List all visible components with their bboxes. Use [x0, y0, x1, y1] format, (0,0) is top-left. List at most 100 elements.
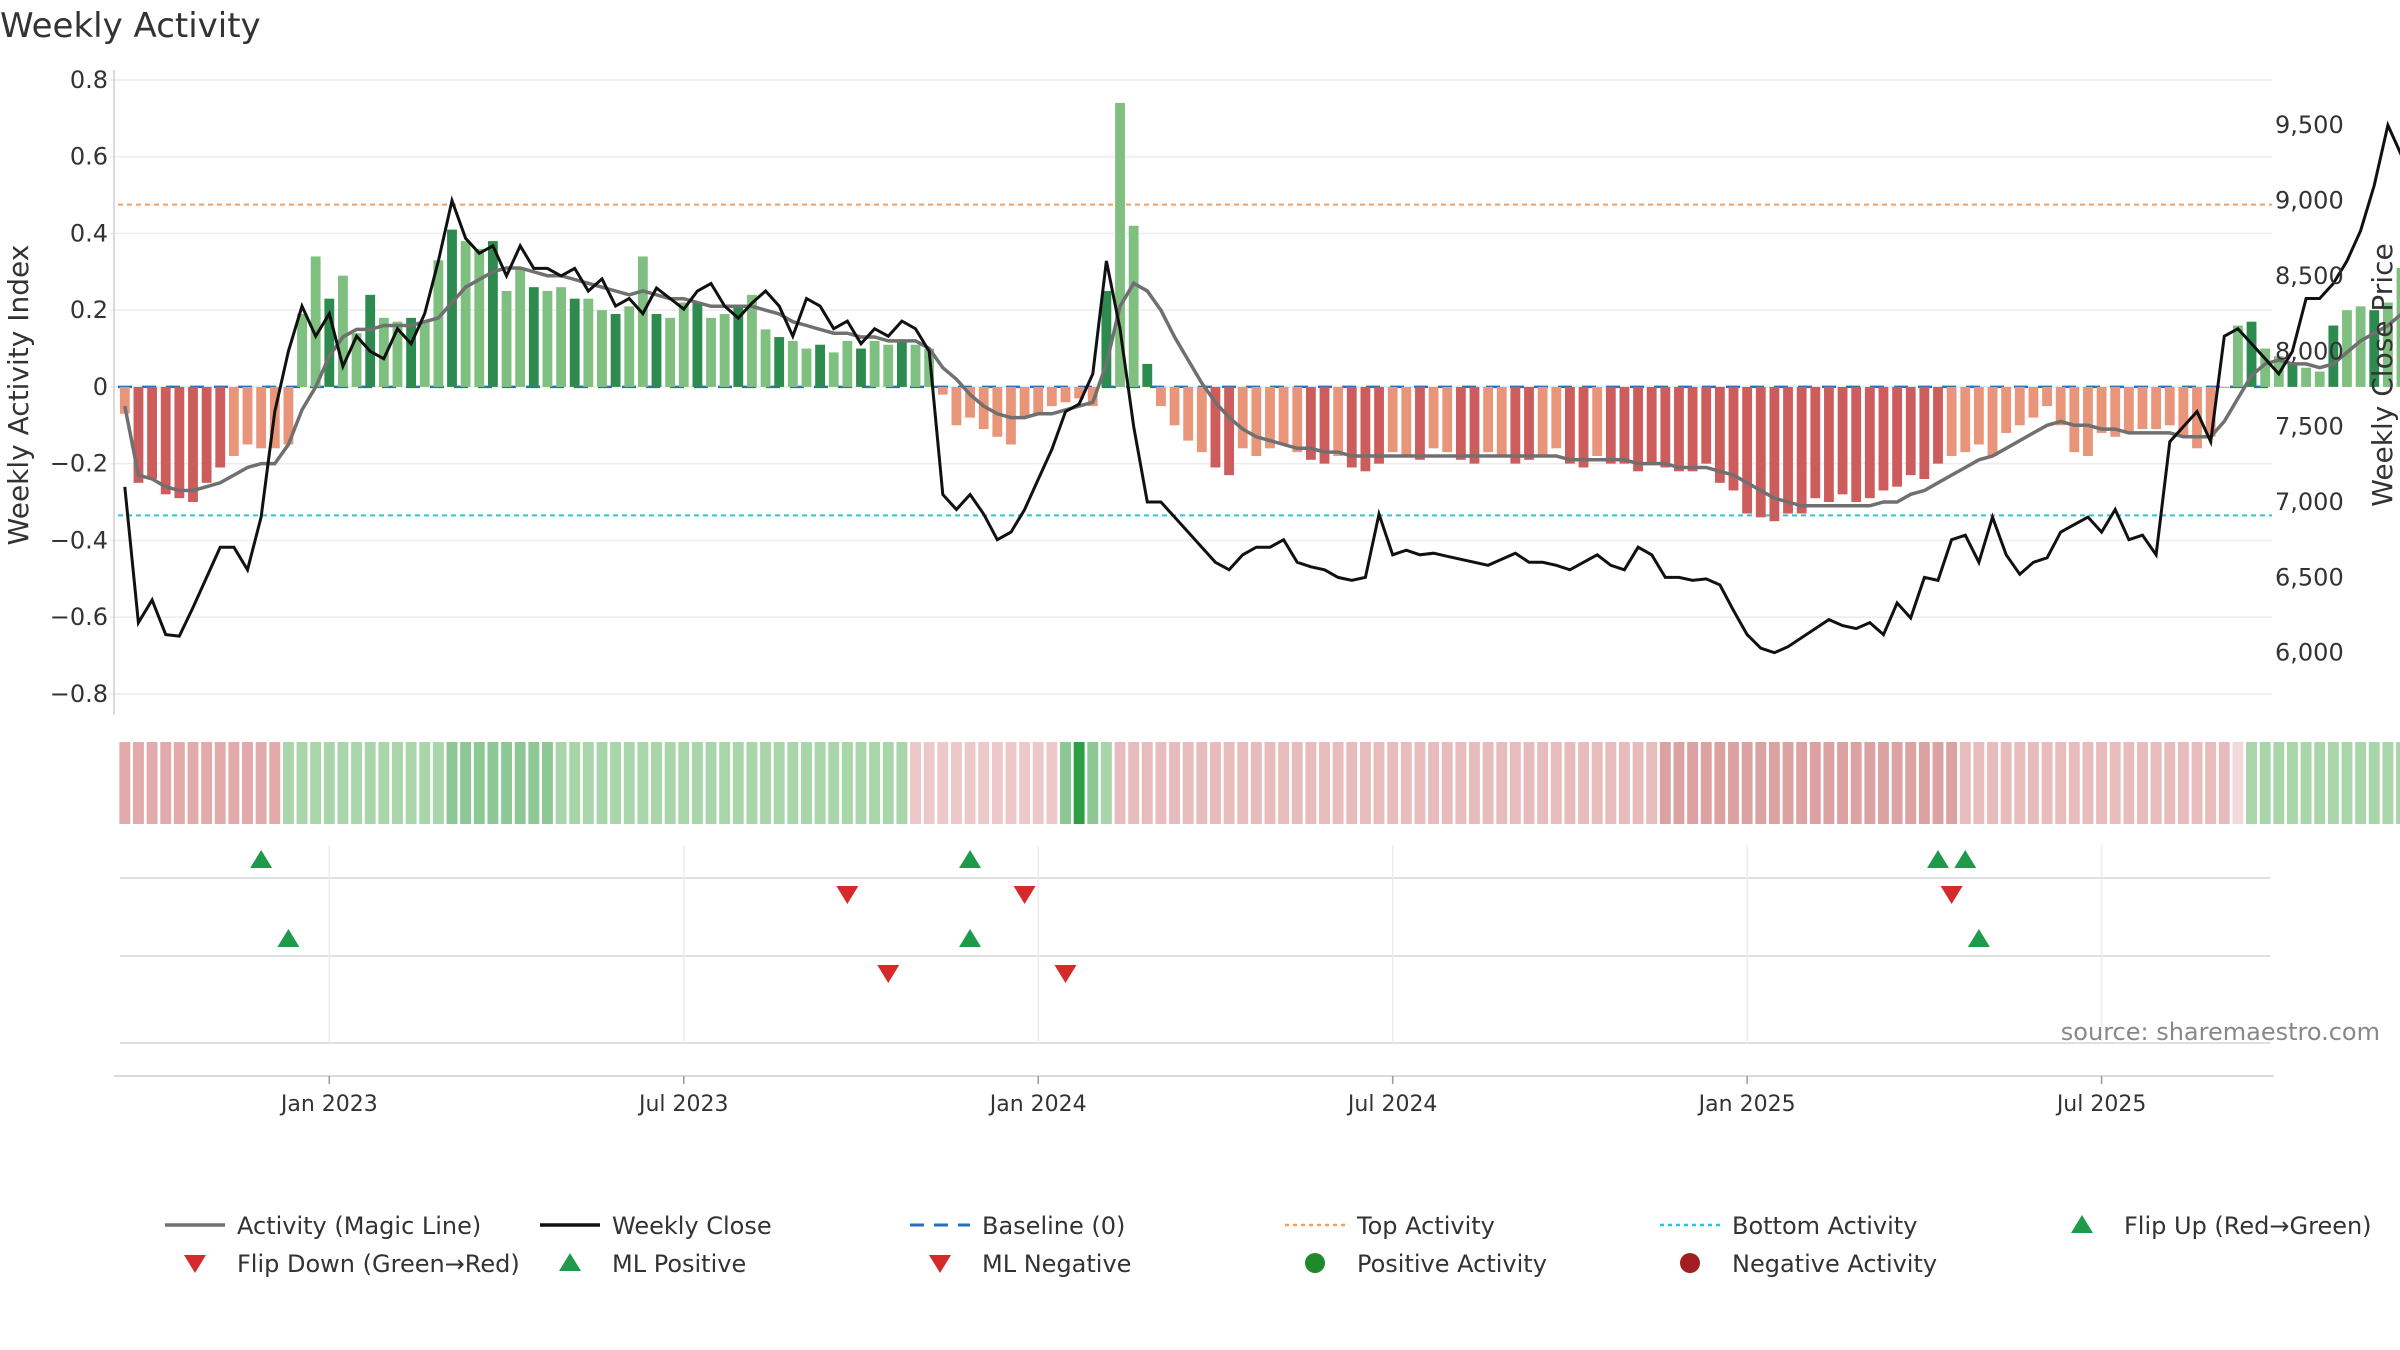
legend-swatch-triangle-up: [559, 1253, 581, 1271]
activity-bar: [1237, 386, 1248, 449]
flip-down-marker: [1940, 886, 1963, 904]
activity-bar: [1946, 386, 1957, 456]
activity-bar: [706, 317, 716, 387]
legend-swatch-circle: [1680, 1253, 1700, 1273]
activity-bar: [2178, 386, 2189, 437]
activity-bar: [1305, 386, 1316, 460]
strip-cell: [760, 742, 772, 824]
strip-cell: [1918, 742, 1930, 824]
strip-cell: [1509, 742, 1521, 824]
flip-down-marker: [1013, 886, 1036, 904]
activity-bar: [1851, 386, 1862, 502]
activity-bar: [1319, 386, 1330, 464]
ml-negative-marker: [1054, 965, 1077, 983]
activity-bar: [1115, 103, 1125, 387]
activity-bar: [924, 348, 935, 387]
strip-cell: [1073, 742, 1085, 824]
legend-item: Flip Up (Red→Green): [2071, 1212, 2372, 1240]
activity-bar: [1987, 386, 1998, 456]
activity-bar: [1415, 386, 1425, 460]
strip-cell: [1250, 742, 1262, 824]
activity-bar: [1496, 386, 1507, 456]
activity-bar: [1537, 386, 1548, 456]
strip-cell: [1005, 742, 1017, 824]
strip-cell: [732, 742, 744, 824]
strip-cell: [2027, 742, 2039, 824]
activity-bar: [2342, 310, 2352, 387]
activity-bar: [392, 321, 403, 387]
strip-cell: [1237, 742, 1249, 824]
strip-cell: [323, 742, 335, 824]
x-axis: Jan 2023 Jul 2023 Jan 2024 Jul 2024 Jan 2025…: [279, 845, 2146, 1117]
activity-bar: [310, 256, 321, 387]
strip-cell: [1741, 742, 1753, 824]
y-axis-label: Weekly Activity Index: [2, 245, 35, 546]
strip-cell: [2286, 742, 2298, 824]
legend-label: ML Positive: [612, 1250, 746, 1278]
activity-bar: [665, 317, 676, 387]
activity-bar: [1210, 386, 1221, 468]
strip-cell: [255, 742, 267, 824]
activity-bar: [1101, 291, 1112, 387]
activity-bar: [1196, 386, 1207, 453]
strip-cell: [1768, 742, 1780, 824]
strip-cell: [405, 742, 417, 824]
strip-cell: [1987, 742, 1998, 824]
activity-bar: [542, 291, 553, 387]
strip-cell: [119, 742, 131, 824]
y-tick-label: 0: [93, 373, 108, 401]
strip-cell: [214, 742, 226, 824]
activity-bar: [2123, 386, 2134, 433]
activity-bar: [1837, 386, 1848, 495]
x-tick-label: Jan 2025: [1697, 1092, 1796, 1117]
strip-cell: [460, 742, 472, 824]
activity-bar: [2137, 386, 2148, 430]
activity-bar: [487, 241, 498, 387]
reference-lines: [118, 203, 2272, 517]
strip-cell: [719, 742, 731, 824]
activity-bar: [2151, 386, 2162, 430]
y-tick-label: 0.4: [70, 219, 108, 247]
strip-cell: [473, 742, 485, 824]
y2-tick-label: 6,000: [2275, 639, 2344, 667]
activity-bar: [1728, 386, 1739, 491]
flip-up-marker: [959, 850, 982, 868]
strip-cell: [1373, 742, 1385, 824]
activity-bar: [1783, 386, 1793, 514]
strip-cell: [1482, 742, 1494, 824]
activity-bar: [610, 314, 621, 387]
strip-cell: [1632, 742, 1644, 824]
activity-bar: [1769, 386, 1780, 522]
activity-bar: [910, 344, 921, 387]
legend-item: Activity (Magic Line): [165, 1212, 481, 1240]
y-tick-label: −0.8: [50, 680, 108, 708]
strip-cell: [378, 742, 390, 824]
strip-cell: [146, 742, 158, 824]
activity-bar: [1619, 386, 1630, 464]
strip-cell: [296, 742, 308, 824]
activity-bar: [1278, 386, 1289, 445]
ml-positive-marker: [277, 929, 300, 947]
activity-bar: [856, 348, 866, 387]
activity-bar: [1156, 386, 1166, 407]
legend-label: Baseline (0): [982, 1212, 1125, 1240]
activity-bar: [1033, 386, 1044, 414]
legend-item: Weekly Close: [540, 1212, 772, 1240]
activity-bar: [406, 317, 417, 387]
strip-cell: [2164, 742, 2176, 824]
activity-bar: [1824, 386, 1834, 502]
strip-cell: [1264, 742, 1276, 824]
legend-item: Top Activity: [1285, 1212, 1495, 1240]
activity-bar: [1660, 386, 1671, 468]
y2-tick-label: 9,000: [2275, 187, 2344, 215]
legend-label: Top Activity: [1356, 1212, 1495, 1240]
strip-cell: [487, 742, 499, 824]
chart-title: Weekly Activity: [0, 6, 261, 46]
activity-bar: [460, 241, 471, 387]
activity-bar: [228, 386, 239, 456]
strip-cell: [1578, 742, 1589, 824]
strip-cell: [2014, 742, 2026, 824]
strip-cell: [2123, 742, 2135, 824]
strip-cell: [1128, 742, 1140, 824]
